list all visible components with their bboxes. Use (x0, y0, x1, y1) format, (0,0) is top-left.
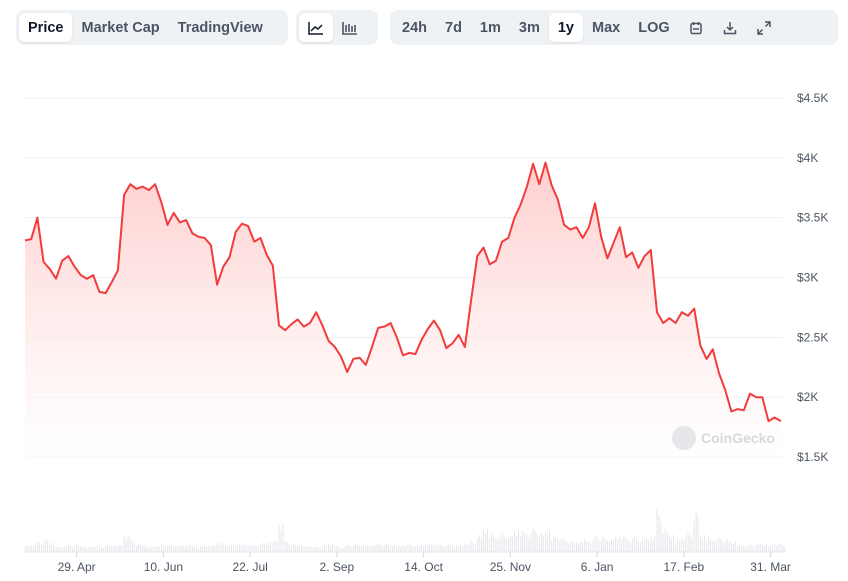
coingecko-logo-icon (672, 426, 696, 450)
chart-type-toggle (296, 10, 378, 45)
price-line (24, 161, 782, 423)
x-tick-label: 25. Nov (490, 560, 531, 574)
range-1y[interactable]: 1y (548, 13, 583, 42)
x-tick-label: 29. Apr (58, 560, 96, 574)
x-tick-label: 17. Feb (664, 560, 705, 574)
y-tick-label: $2K (797, 390, 818, 404)
tab-price[interactable]: Price (19, 13, 73, 42)
range-toolbar: 24h 7d 1m 3m 1y Max LOG (390, 10, 838, 45)
price-area-fill (25, 162, 781, 457)
range-3m[interactable]: 3m (518, 19, 540, 36)
tab-tradingview[interactable]: TradingView (177, 19, 263, 36)
watermark-text: CoinGecko (701, 430, 775, 446)
x-tick-label: 14. Oct (404, 560, 443, 574)
x-tick-label: 6. Jan (581, 560, 614, 574)
range-1m[interactable]: 1m (479, 19, 501, 36)
calendar-icon[interactable] (679, 13, 713, 42)
range-7d[interactable]: 7d (445, 19, 462, 36)
y-tick-label: $4.5K (797, 91, 828, 105)
candlestick-chart-icon[interactable] (333, 13, 367, 42)
x-tick-label: 22. Jul (232, 560, 267, 574)
log-toggle[interactable]: LOG (638, 19, 670, 36)
download-icon[interactable] (713, 13, 747, 42)
range-24h[interactable]: 24h (402, 19, 427, 36)
y-tick-label: $1.5K (797, 450, 828, 464)
y-tick-label: $4K (797, 151, 818, 165)
x-tick-label: 2. Sep (320, 560, 355, 574)
y-tick-label: $2.5K (797, 330, 828, 344)
tab-market-cap[interactable]: Market Cap (81, 19, 160, 36)
x-tick-label: 10. Jun (144, 560, 183, 574)
coingecko-watermark: CoinGecko (672, 426, 775, 450)
expand-icon[interactable] (747, 13, 781, 42)
view-tabs: Price Market Cap TradingView (16, 10, 288, 45)
y-tick-label: $3.5K (797, 211, 828, 225)
x-tick-label: 31. Mar (750, 560, 791, 574)
line-chart-icon[interactable] (299, 13, 333, 42)
y-tick-label: $3K (797, 271, 818, 285)
range-max[interactable]: Max (592, 19, 621, 36)
